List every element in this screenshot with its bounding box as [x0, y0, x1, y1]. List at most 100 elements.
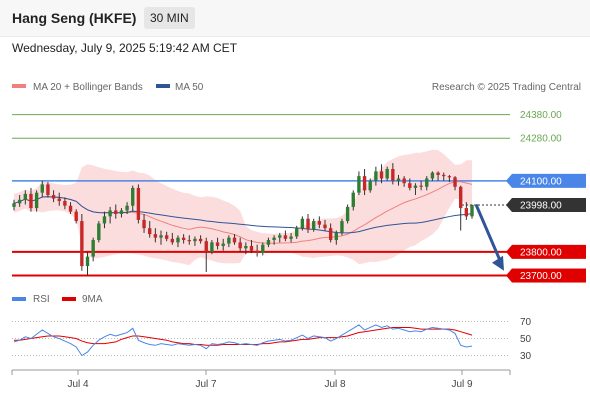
x-axis: Jul 4 Jul 7 Jul 8 Jul 9	[11, 370, 511, 390]
timestamp: Wednesday, July 9, 2025 5:19:42 AM CET	[12, 41, 238, 55]
candle-body	[255, 250, 259, 254]
candle-body	[80, 221, 84, 267]
candle-body	[300, 218, 305, 229]
level-label-box	[512, 244, 586, 259]
candle-body	[311, 221, 316, 230]
rsi-tick-label: 70	[520, 317, 532, 328]
candle-body	[136, 187, 141, 220]
candle-body	[413, 185, 418, 188]
forecast-arrow-head	[492, 255, 504, 271]
level-label-text: 23998.00	[520, 200, 562, 211]
candle-body	[227, 237, 231, 244]
level-label-pointer	[506, 197, 512, 212]
candle-body	[114, 210, 118, 214]
candle-body	[464, 208, 469, 217]
level-label-box	[512, 131, 586, 146]
candle-body	[204, 241, 208, 252]
level-label-pointer	[506, 268, 512, 283]
rsi-tick-label: 30	[520, 351, 532, 362]
ma20-legend-swatch	[12, 84, 26, 88]
instrument-title: Hang Seng (HKFE)	[12, 10, 137, 26]
candle-body	[334, 232, 338, 241]
candle-body	[51, 195, 56, 199]
x-tick-label: Jul 9	[451, 379, 473, 390]
level-label-text: 24100.00	[520, 176, 562, 187]
level-label-text: 23800.00	[520, 247, 562, 258]
candle-body	[436, 172, 440, 175]
candle-body	[391, 169, 395, 181]
candle-body	[447, 176, 452, 178]
candle-body	[425, 178, 429, 187]
candle-body	[159, 235, 163, 238]
candle-body	[430, 172, 435, 179]
candle-body	[170, 238, 175, 243]
candle-body	[97, 223, 101, 241]
level-label-pointer	[506, 173, 512, 188]
candle-body	[244, 245, 248, 249]
candle-body	[362, 176, 367, 191]
candle-body	[148, 228, 152, 235]
candle-body	[17, 199, 22, 204]
candle-body	[215, 242, 220, 246]
rsi-ma-legend-swatch	[62, 297, 76, 301]
candle-body	[419, 185, 423, 187]
candle-body	[374, 171, 378, 181]
candle-body	[442, 174, 446, 177]
bollinger-bands	[14, 149, 472, 266]
candle-body	[91, 240, 95, 257]
level-label-text: 24380.00	[520, 110, 562, 121]
rsi-legend-swatch	[12, 297, 26, 301]
candle-body	[272, 237, 276, 241]
candle-body	[176, 237, 180, 243]
candles	[12, 163, 474, 276]
candle-body	[232, 237, 237, 243]
candle-body	[328, 228, 333, 241]
candle-body	[249, 245, 254, 251]
candle-body	[458, 186, 463, 209]
level-label-text: 23700.00	[520, 271, 562, 282]
level-label-box	[512, 197, 586, 212]
candle-body	[63, 200, 67, 206]
level-labels: 24380.00 24280.00 24100.00 23998.00 23800.00…	[506, 107, 586, 283]
candle-body	[108, 210, 112, 217]
candle-body	[29, 193, 33, 209]
candle-body	[193, 238, 197, 242]
candle-body	[351, 192, 355, 207]
interval-button[interactable]: 30 MIN	[144, 7, 195, 29]
candle-body	[385, 169, 389, 179]
level-label-text: 24280.00	[520, 134, 562, 145]
candle-body	[345, 206, 350, 222]
rsi-line	[13, 324, 473, 357]
level-label-box	[512, 173, 586, 188]
candle-body	[210, 242, 214, 252]
candle-body	[40, 184, 44, 193]
candle-body	[289, 236, 293, 239]
candle-body	[12, 203, 16, 207]
candle-body	[23, 193, 28, 200]
candle-body	[102, 216, 107, 224]
rsi-ma-legend-label: 9MA	[82, 294, 103, 305]
candle-body	[368, 180, 372, 191]
candle-body	[74, 211, 78, 222]
x-tick-label: Jul 8	[324, 379, 346, 390]
candle-body	[142, 219, 146, 229]
candle-body	[198, 238, 203, 242]
level-label-pointer	[506, 244, 512, 259]
candle-body	[323, 224, 327, 229]
candle-body	[57, 198, 61, 201]
rsi-tick-label: 50	[520, 334, 532, 345]
candle-body	[379, 171, 384, 179]
moving-averages	[13, 181, 473, 244]
candle-body	[187, 240, 191, 242]
candle-body	[68, 205, 73, 212]
candle-body	[470, 204, 474, 217]
x-tick-label: Jul 4	[67, 379, 89, 390]
candle-body	[295, 228, 299, 237]
level-label-box	[512, 268, 586, 283]
candle-body	[340, 221, 344, 233]
ma50-legend-swatch	[156, 84, 170, 88]
candle-body	[402, 178, 406, 184]
forecast-arrow	[474, 203, 504, 271]
candle-body	[164, 235, 169, 239]
